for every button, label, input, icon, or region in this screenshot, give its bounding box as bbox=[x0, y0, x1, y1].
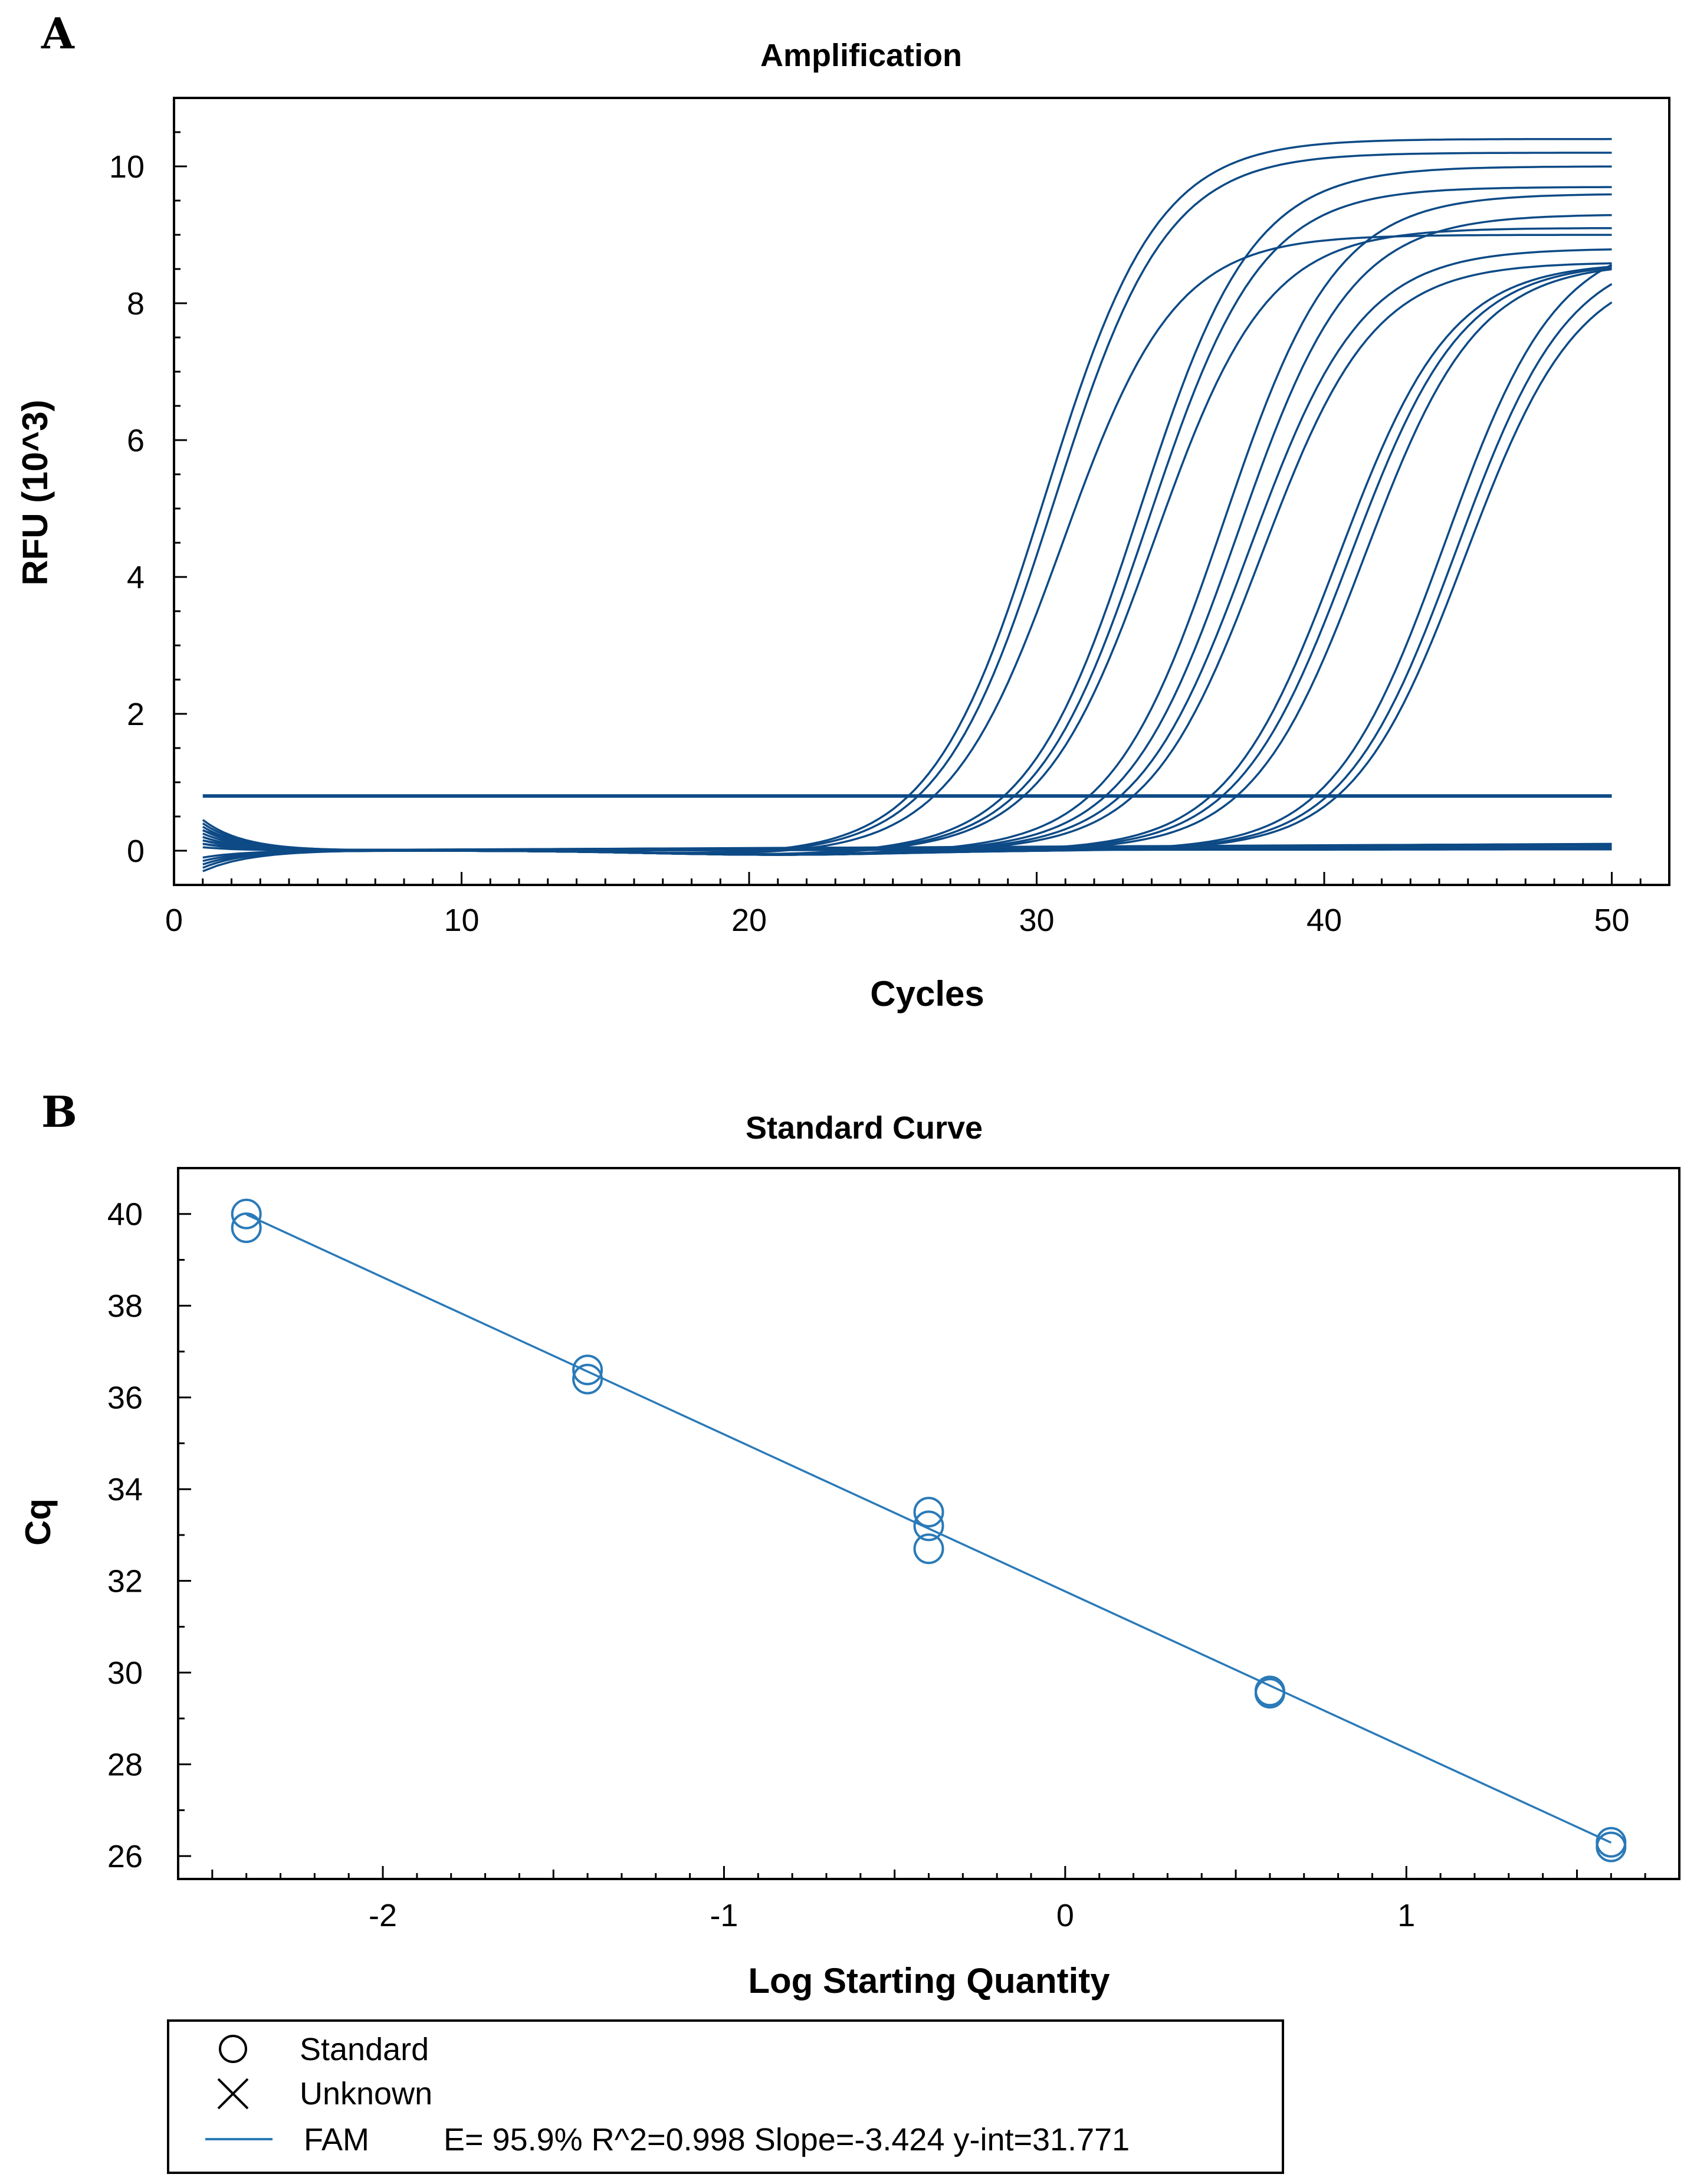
amplification-x-tick-label: 20 bbox=[731, 903, 767, 938]
amplification-y-tick-label: 10 bbox=[109, 149, 145, 185]
standard-curve-title: Standard Curve bbox=[746, 1110, 983, 1146]
amplification-curves bbox=[202, 137, 1613, 873]
amplification-curve bbox=[202, 268, 1612, 856]
amplification-curve bbox=[202, 265, 1612, 856]
standard-curve-x-tick-label: 1 bbox=[1397, 1898, 1415, 1933]
amplification-curve bbox=[202, 234, 1612, 865]
legend-unknown-label: Unknown bbox=[300, 2076, 432, 2111]
amplification-x-tick-label: 30 bbox=[1019, 903, 1054, 938]
amplification-x-ticks: 0 10 20 30 40 50 bbox=[165, 872, 1670, 938]
panel-a-letter: A bbox=[41, 8, 75, 58]
standard-curve-y-tick-label: 38 bbox=[107, 1288, 143, 1324]
standard-point bbox=[1596, 1831, 1627, 1862]
standard-curve-x-tick-label: -2 bbox=[369, 1898, 397, 1933]
amplification-x-tick-label: 10 bbox=[444, 903, 479, 938]
standard-curve-y-tick-label: 26 bbox=[107, 1839, 143, 1874]
standard-curve-y-tick-label: 28 bbox=[107, 1747, 143, 1783]
amplification-x-axis-title: Cycles bbox=[870, 974, 984, 1014]
amplification-y-tick-label: 2 bbox=[127, 697, 145, 732]
standard-point bbox=[231, 1198, 262, 1229]
standard-curve-y-axis-title: Cq bbox=[18, 1498, 58, 1546]
amplification-baseline-curve bbox=[202, 842, 1612, 851]
amplification-curve bbox=[202, 301, 1613, 856]
standard-curve-fit-line bbox=[245, 1214, 1612, 1844]
legend-fam-stats: E= 95.9% R^2=0.998 Slope=-3.424 y-int=31… bbox=[444, 2122, 1130, 2157]
amplification-curve bbox=[202, 137, 1612, 854]
amplification-y-tick-label: 8 bbox=[127, 286, 145, 322]
standard-curve-chart: -2 -1 0 1 26 28 30 32 34 36 38 40 bbox=[107, 1167, 1680, 1933]
standard-curve-fit-group bbox=[245, 1214, 1612, 1844]
legend-circle-icon bbox=[219, 2035, 247, 2063]
amplification-curve bbox=[202, 248, 1612, 856]
amplification-curve bbox=[202, 193, 1612, 856]
amplification-title: Amplification bbox=[760, 38, 962, 73]
standard-point bbox=[231, 1212, 262, 1244]
legend-fam-label: FAM bbox=[304, 2122, 369, 2157]
amplification-y-tick-label: 6 bbox=[127, 423, 145, 458]
standard-curve-x-tick-label: -1 bbox=[710, 1898, 738, 1933]
amplification-chart: 0 10 20 30 40 50 0 2 4 6 8 10 bbox=[109, 97, 1670, 938]
amplification-curve bbox=[202, 165, 1612, 855]
amplification-plot-frame bbox=[173, 97, 1670, 886]
amplification-curve bbox=[202, 152, 1612, 854]
standard-point bbox=[913, 1533, 944, 1565]
standard-curve-y-tick-label: 34 bbox=[107, 1472, 143, 1507]
amplification-y-tick-label: 4 bbox=[127, 560, 145, 595]
standard-curve-y-tick-label: 32 bbox=[107, 1564, 143, 1599]
amplification-x-tick-label: 40 bbox=[1307, 903, 1342, 938]
standard-curve-y-tick-label: 36 bbox=[107, 1380, 143, 1416]
amplification-curve bbox=[202, 227, 1612, 859]
amplification-y-axis-title: RFU (10^3) bbox=[15, 399, 55, 585]
legend-cross-icon bbox=[217, 2078, 249, 2110]
legend-standard-label: Standard bbox=[300, 2032, 429, 2067]
panel-b-letter: B bbox=[41, 1087, 77, 1137]
amplification-curve bbox=[202, 264, 1613, 863]
standard-curve-x-ticks: -2 -1 0 1 bbox=[177, 1866, 1680, 1933]
standard-curve-plot-frame bbox=[177, 1167, 1680, 1880]
standard-curve-x-tick-label: 0 bbox=[1056, 1898, 1074, 1933]
standard-point bbox=[1254, 1678, 1285, 1709]
amplification-y-ticks: 0 2 4 6 8 10 bbox=[109, 131, 187, 869]
standard-curve-y-tick-label: 30 bbox=[107, 1655, 143, 1691]
standard-curve-y-tick-label: 40 bbox=[107, 1197, 143, 1232]
amplification-y-tick-label: 0 bbox=[127, 834, 145, 869]
standard-curve-points bbox=[231, 1198, 1627, 1862]
standard-point bbox=[572, 1363, 603, 1395]
amplification-x-tick-label: 50 bbox=[1594, 903, 1629, 938]
standard-curve-x-axis-title: Log Starting Quantity bbox=[748, 1961, 1110, 2001]
amplification-x-tick-label: 0 bbox=[165, 903, 183, 938]
amplification-curve bbox=[202, 283, 1613, 856]
standard-curve-y-ticks: 26 28 30 32 34 36 38 40 bbox=[107, 1167, 191, 1874]
amplification-curve bbox=[202, 262, 1612, 869]
amplification-curve bbox=[202, 266, 1612, 856]
amplification-curve bbox=[202, 214, 1612, 856]
standard-point bbox=[572, 1355, 603, 1386]
standard-point bbox=[913, 1510, 944, 1542]
legend: Standard Unknown FAM E= 95.9% R^2=0.998 … bbox=[167, 2019, 1284, 2174]
standard-point bbox=[913, 1497, 944, 1528]
legend-box bbox=[167, 2019, 1284, 2174]
